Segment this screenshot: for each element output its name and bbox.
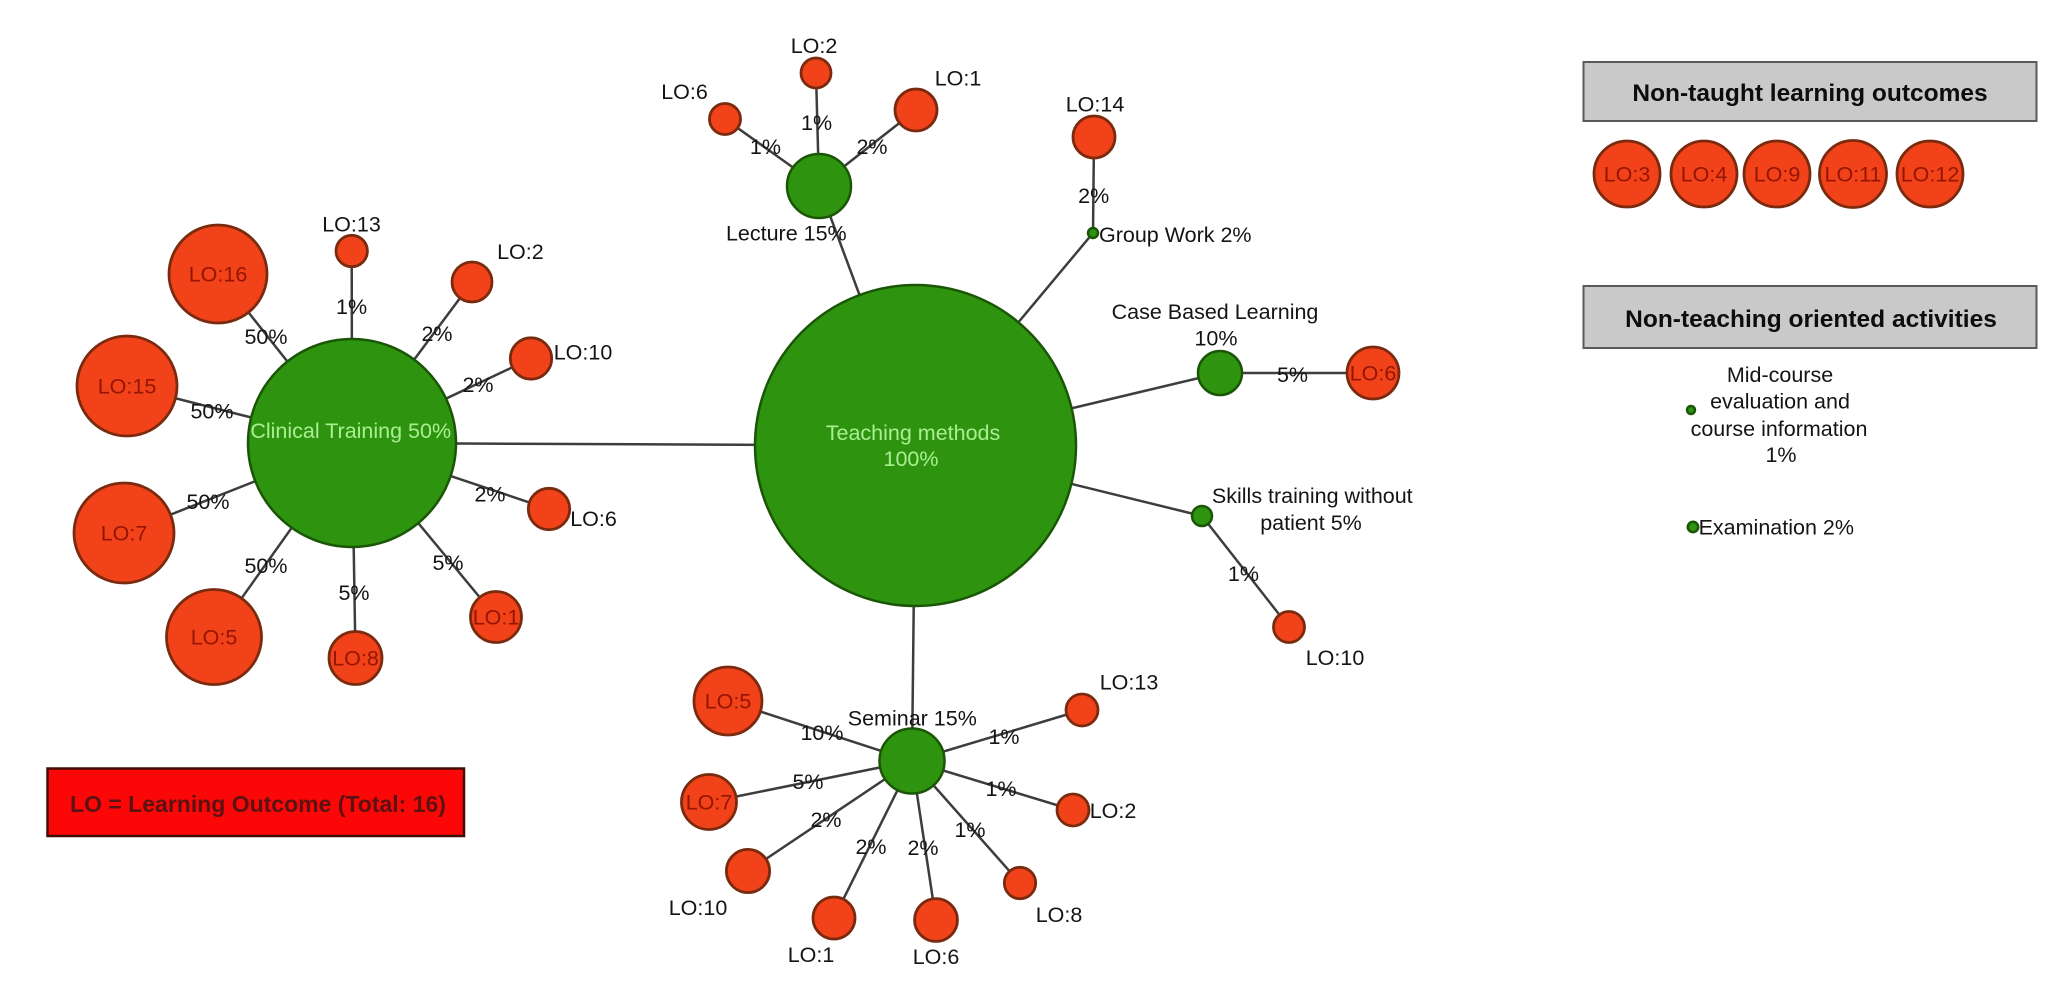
svg-text:50%: 50% <box>186 490 229 514</box>
svg-text:LO:2: LO:2 <box>1090 799 1137 823</box>
svg-text:5%: 5% <box>432 551 463 575</box>
svg-text:patient 5%: patient 5% <box>1260 511 1362 535</box>
svg-text:10%: 10% <box>1194 327 1237 351</box>
svg-text:Lecture 15%: Lecture 15% <box>726 222 847 246</box>
svg-text:course information: course information <box>1691 417 1868 441</box>
svg-text:LO:3: LO:3 <box>1604 163 1651 187</box>
svg-text:LO:16: LO:16 <box>189 263 248 287</box>
svg-text:LO:14: LO:14 <box>1066 93 1125 117</box>
svg-text:5%: 5% <box>792 770 823 794</box>
svg-text:LO:8: LO:8 <box>1036 903 1083 927</box>
svg-text:2%: 2% <box>856 135 887 159</box>
svg-text:LO:5: LO:5 <box>705 690 752 714</box>
svg-text:Non-taught learning outcomes: Non-taught learning outcomes <box>1632 80 1987 107</box>
svg-text:LO:5: LO:5 <box>191 626 238 650</box>
svg-text:1%: 1% <box>954 818 985 842</box>
svg-text:Group Work 2%: Group Work 2% <box>1099 223 1252 247</box>
svg-text:Seminar 15%: Seminar 15% <box>848 707 977 731</box>
svg-text:2%: 2% <box>907 836 938 860</box>
svg-text:5%: 5% <box>1277 363 1308 387</box>
svg-text:LO:6: LO:6 <box>913 945 960 969</box>
svg-text:LO:6: LO:6 <box>661 80 708 104</box>
svg-text:5%: 5% <box>338 581 369 605</box>
svg-text:evaluation and: evaluation and <box>1710 390 1850 414</box>
svg-text:2%: 2% <box>1078 184 1109 208</box>
svg-text:LO:11: LO:11 <box>1825 163 1882 187</box>
svg-text:Skills training without: Skills training without <box>1212 484 1413 508</box>
svg-text:1%: 1% <box>750 135 781 159</box>
svg-text:LO:10: LO:10 <box>1306 646 1365 670</box>
svg-text:100%: 100% <box>884 447 939 471</box>
svg-text:LO:10: LO:10 <box>669 896 728 920</box>
svg-text:1%: 1% <box>988 725 1019 749</box>
svg-text:Clinical Training 50%: Clinical Training 50% <box>250 419 451 443</box>
svg-text:LO:15: LO:15 <box>98 375 157 399</box>
svg-text:LO:7: LO:7 <box>101 522 148 546</box>
svg-text:Mid-course: Mid-course <box>1727 363 1833 387</box>
svg-text:LO:6: LO:6 <box>1350 362 1397 386</box>
svg-text:50%: 50% <box>244 325 287 349</box>
svg-text:1%: 1% <box>801 111 832 135</box>
svg-text:LO:2: LO:2 <box>791 34 838 58</box>
svg-text:LO:8: LO:8 <box>332 647 379 671</box>
svg-text:LO:6: LO:6 <box>570 507 617 531</box>
svg-text:10%: 10% <box>800 721 843 745</box>
svg-text:2%: 2% <box>810 808 841 832</box>
svg-text:Examination 2%: Examination 2% <box>1699 516 1854 540</box>
svg-text:LO:2: LO:2 <box>497 240 544 264</box>
svg-text:2%: 2% <box>474 483 505 507</box>
svg-text:50%: 50% <box>244 554 287 578</box>
svg-text:LO:10: LO:10 <box>554 341 613 365</box>
svg-text:2%: 2% <box>462 373 493 397</box>
svg-text:1%: 1% <box>1228 562 1259 586</box>
svg-text:LO:1: LO:1 <box>788 943 835 967</box>
svg-text:1%: 1% <box>336 295 367 319</box>
svg-text:1%: 1% <box>985 777 1016 801</box>
svg-text:LO:9: LO:9 <box>1754 163 1801 187</box>
svg-text:2%: 2% <box>421 322 452 346</box>
svg-text:LO:1: LO:1 <box>935 67 982 91</box>
svg-text:Case Based Learning: Case Based Learning <box>1112 300 1319 324</box>
svg-text:LO = Learning Outcome (Total:: LO = Learning Outcome (Total: 16) <box>70 791 446 817</box>
svg-text:Non-teaching oriented activiti: Non-teaching oriented activities <box>1625 306 1997 333</box>
svg-text:1%: 1% <box>1765 443 1796 467</box>
svg-text:LO:1: LO:1 <box>473 606 520 630</box>
svg-text:LO:13: LO:13 <box>1100 671 1159 695</box>
svg-text:Teaching methods: Teaching methods <box>826 421 1001 445</box>
svg-text:LO:7: LO:7 <box>686 791 733 815</box>
svg-text:50%: 50% <box>190 400 233 424</box>
svg-text:2%: 2% <box>855 835 886 859</box>
svg-text:LO:12: LO:12 <box>1901 163 1960 187</box>
svg-text:LO:4: LO:4 <box>1681 163 1728 187</box>
svg-text:LO:13: LO:13 <box>322 213 381 237</box>
